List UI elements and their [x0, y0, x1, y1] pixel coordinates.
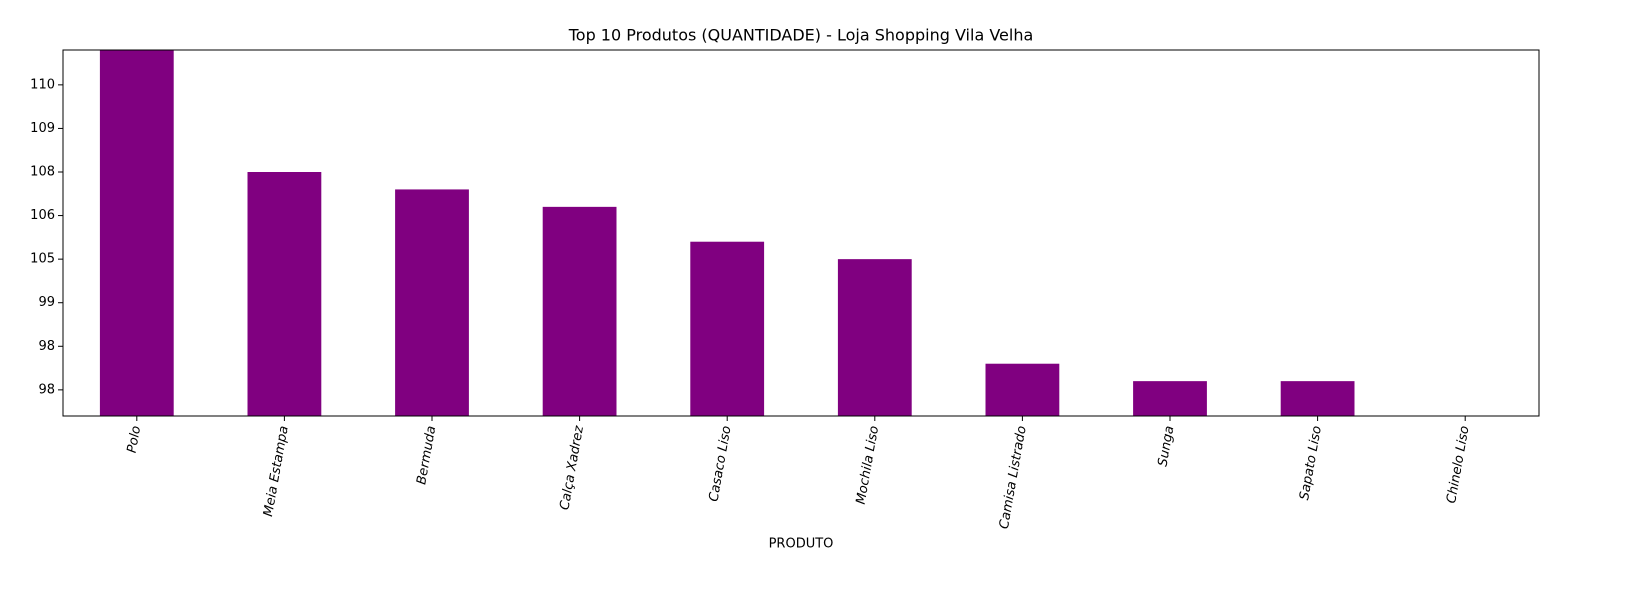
- y-tick-label: 105: [30, 252, 55, 267]
- y-tick-label: 109: [30, 121, 55, 136]
- x-tick-label: Casaco Liso: [707, 425, 735, 503]
- bar: [247, 172, 322, 416]
- chart-title: Top 10 Produtos (QUANTIDADE) - Loja Shop…: [568, 26, 1034, 45]
- bar: [1280, 381, 1355, 416]
- bar: [1133, 381, 1207, 416]
- y-tick-label: 106: [30, 208, 55, 223]
- x-tick-label: Meia Estampa: [261, 425, 292, 518]
- bar: [99, 50, 174, 416]
- bar: [690, 241, 765, 416]
- x-tick-label: Sapato Liso: [1297, 425, 1325, 502]
- bar: [542, 206, 617, 416]
- plot-area: [99, 50, 1355, 416]
- bar: [837, 259, 912, 416]
- x-tick-label: Sunga: [1156, 425, 1178, 468]
- plot-frame: [62, 49, 1540, 417]
- y-tick-label: 110: [30, 77, 55, 92]
- bar: [395, 189, 469, 416]
- y-tick-label: 98: [38, 382, 55, 397]
- y-tick-label: 99: [38, 295, 55, 310]
- x-tick-label: Camisa Listrado: [997, 425, 1030, 530]
- x-axis-label: PRODUTO: [769, 537, 834, 552]
- x-tick-label: Mochila Liso: [854, 425, 883, 506]
- y-tick-label: 108: [30, 165, 55, 180]
- bar: [985, 363, 1060, 416]
- x-tick-label: Polo: [125, 425, 145, 455]
- x-tick-label: Chinelo Liso: [1444, 425, 1472, 505]
- y-tick-label: 98: [38, 339, 55, 354]
- x-tick-label: Bermuda: [414, 425, 439, 486]
- x-tick-label: Calça Xadrez: [557, 424, 587, 512]
